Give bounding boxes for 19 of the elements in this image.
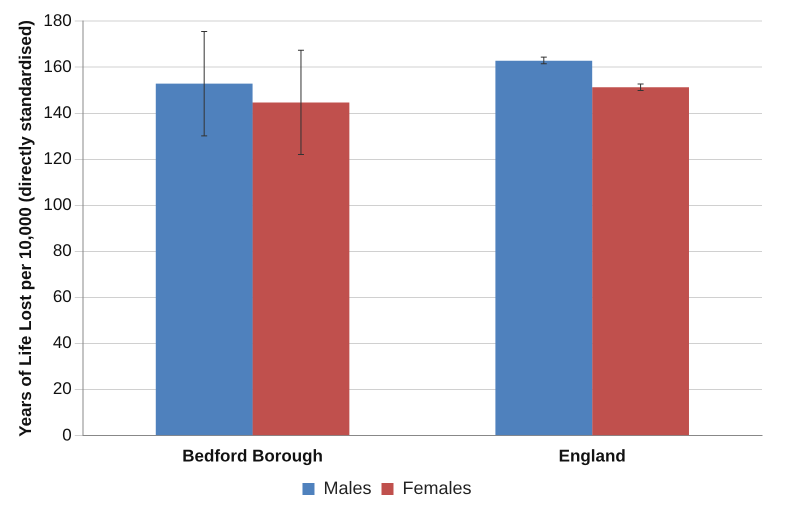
bar: [156, 84, 253, 436]
y-tick-label: 160: [43, 56, 72, 76]
legend-label: Males: [323, 478, 372, 498]
y-tick-label: 180: [43, 10, 72, 30]
y-tick-label: 60: [52, 287, 72, 306]
bar: [592, 87, 689, 436]
y-tick-label: 80: [52, 241, 72, 260]
legend-label: Females: [402, 478, 472, 498]
y-axis-title: Years of Life Lost per 10,000 (directly standardised): [16, 20, 35, 437]
y-tick-label: 0: [62, 425, 72, 444]
y-tick-label: 120: [43, 149, 72, 168]
x-tick-label: Bedford Borough: [182, 446, 323, 466]
bar: [495, 60, 592, 436]
y-tick-label: 40: [52, 333, 72, 352]
y-tick-label: 140: [43, 102, 72, 122]
y-tick-label: 20: [52, 379, 72, 398]
x-tick-label: England: [558, 446, 626, 466]
y-tick-label: 100: [43, 195, 72, 214]
bar: [252, 102, 350, 436]
